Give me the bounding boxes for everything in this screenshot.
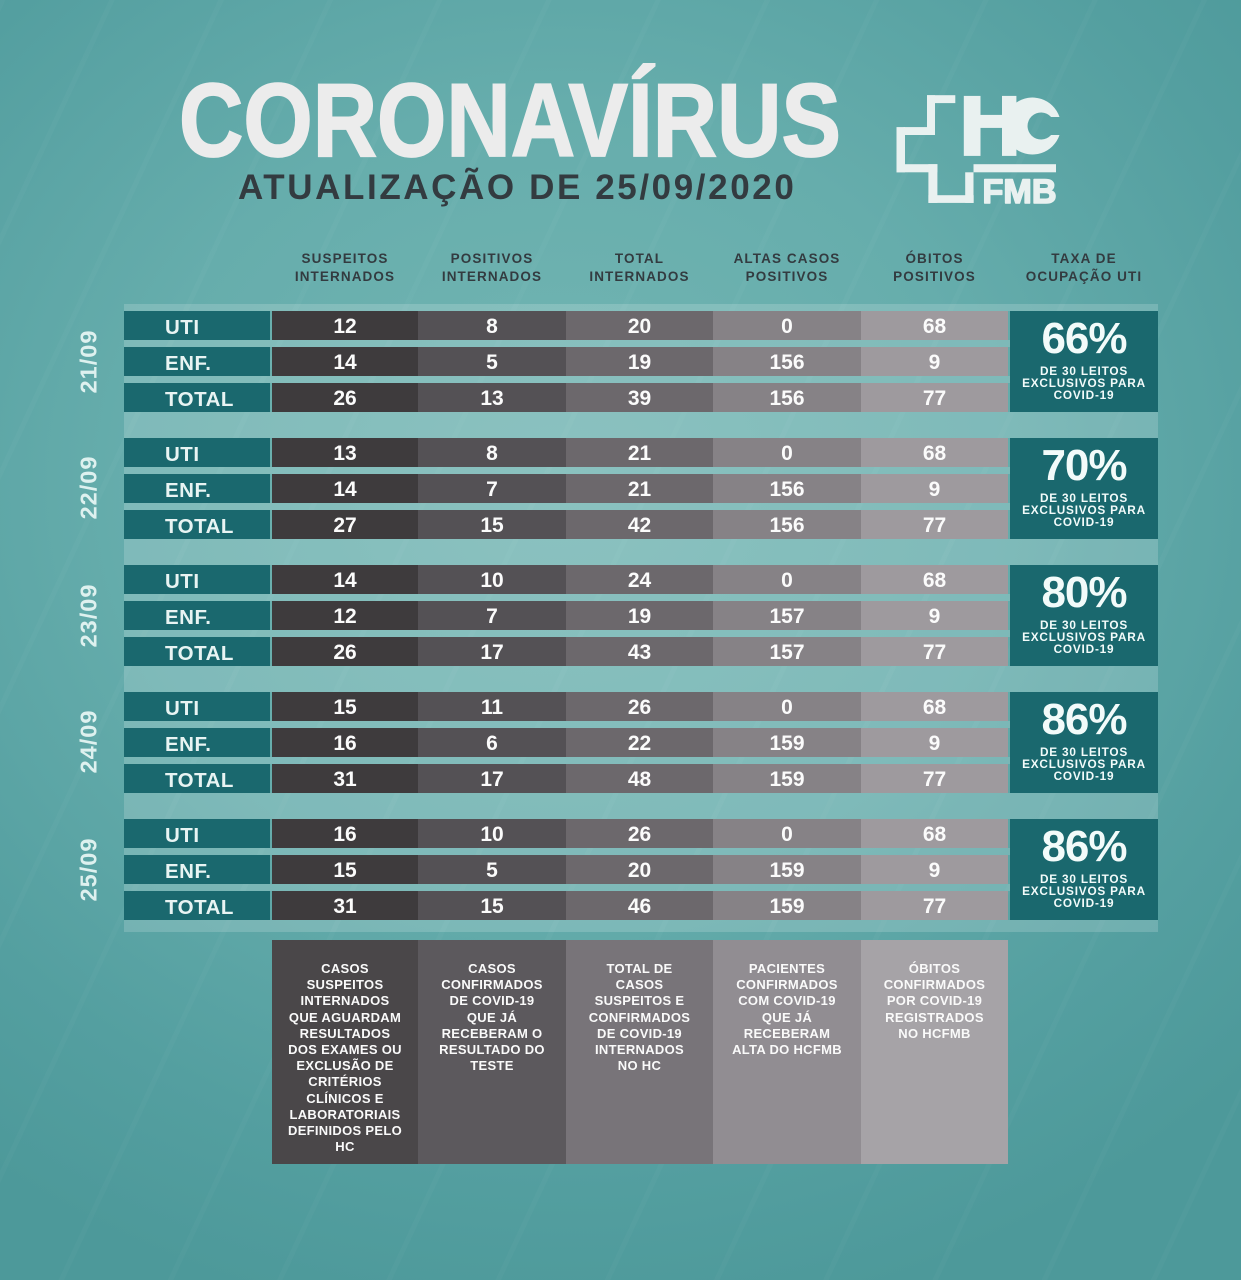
svg-text:FMB: FMB <box>983 173 1057 211</box>
